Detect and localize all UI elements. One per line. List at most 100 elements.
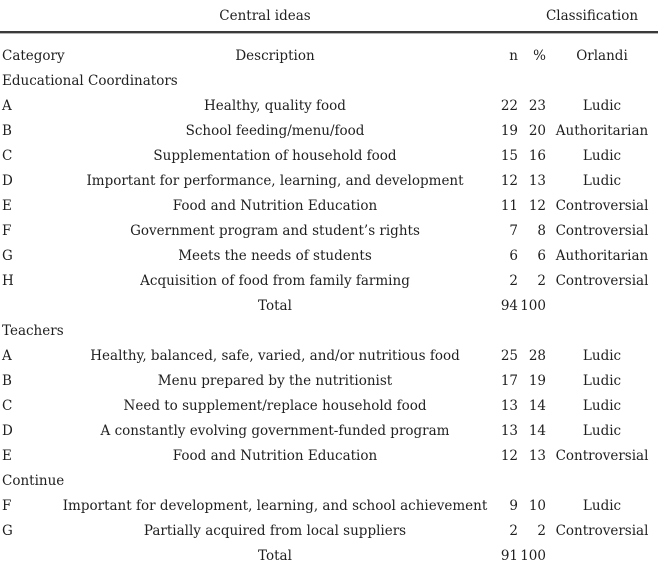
n-cell: 12 bbox=[500, 447, 518, 464]
percent-cell: 100 bbox=[520, 297, 546, 314]
table-row: H Acquisition of food from family farming… bbox=[0, 268, 658, 293]
category-cell: C bbox=[2, 397, 13, 414]
orlandi-cell: Ludic bbox=[582, 497, 622, 514]
table-row: G Meets the needs of students 6 6 Authoritar… bbox=[0, 243, 658, 268]
category-cell: C bbox=[2, 147, 13, 164]
column-header-row: Category Description n % Orlandi bbox=[0, 43, 658, 68]
percent-cell: 12 bbox=[528, 197, 546, 214]
category-cell: E bbox=[2, 447, 12, 464]
header-rule bbox=[0, 31, 658, 34]
table-top-header: Central ideas Classification bbox=[0, 0, 658, 31]
percent-cell: 2 bbox=[537, 522, 546, 539]
section-title: Continue bbox=[2, 472, 65, 489]
category-cell: B bbox=[2, 122, 12, 139]
percent-cell: 10 bbox=[528, 497, 546, 514]
category-cell: F bbox=[2, 497, 12, 514]
orlandi-cell: Controversial bbox=[555, 272, 649, 289]
section-row: Teachers bbox=[0, 318, 658, 343]
table-row: G Partially acquired from local suppliers… bbox=[0, 518, 658, 543]
percent-cell: 13 bbox=[528, 172, 546, 189]
description-cell: Total bbox=[258, 547, 292, 564]
section-row: Continue bbox=[0, 468, 658, 493]
orlandi-cell: Ludic bbox=[582, 397, 622, 414]
description-cell: Supplementation of household food bbox=[153, 147, 397, 164]
n-cell: 17 bbox=[500, 372, 518, 389]
category-cell: F bbox=[2, 222, 12, 239]
section-title: Educational Coordinators bbox=[2, 72, 178, 89]
description-cell: Healthy, quality food bbox=[204, 97, 346, 114]
n-cell: 12 bbox=[500, 172, 518, 189]
column-header-orlandi: Orlandi bbox=[576, 47, 628, 64]
percent-cell: 100 bbox=[520, 547, 546, 564]
n-cell: 9 bbox=[509, 497, 518, 514]
header-spacer bbox=[0, 34, 658, 43]
total-row: Total 91 100 bbox=[0, 543, 658, 568]
description-cell: A constantly evolving government-funded … bbox=[100, 422, 450, 439]
percent-cell: 19 bbox=[528, 372, 546, 389]
table-row: B Menu prepared by the nutritionist 17 19 Lu… bbox=[0, 368, 658, 393]
table-body: Educational Coordinators A Healthy, qualit… bbox=[0, 68, 658, 568]
n-cell: 11 bbox=[500, 197, 518, 214]
n-cell: 15 bbox=[500, 147, 518, 164]
n-cell: 6 bbox=[509, 247, 518, 264]
table-row: F Government program and student’s rights… bbox=[0, 218, 658, 243]
description-cell: Total bbox=[258, 297, 292, 314]
category-cell: G bbox=[2, 522, 13, 539]
table-row: E Food and Nutrition Education 12 13 Controv… bbox=[0, 443, 658, 468]
n-cell: 7 bbox=[509, 222, 518, 239]
n-cell: 2 bbox=[509, 522, 518, 539]
description-cell: Important for development, learning, and… bbox=[62, 497, 488, 514]
description-cell: Meets the needs of students bbox=[178, 247, 372, 264]
description-cell: Healthy, balanced, safe, varied, and/or … bbox=[90, 347, 460, 364]
percent-cell: 13 bbox=[528, 447, 546, 464]
percent-cell: 14 bbox=[528, 397, 546, 414]
table-row: D A constantly evolving government-funded… bbox=[0, 418, 658, 443]
orlandi-cell: Controversial bbox=[555, 522, 649, 539]
percent-cell: 16 bbox=[528, 147, 546, 164]
orlandi-cell: Ludic bbox=[582, 97, 622, 114]
total-row: Total 94 100 bbox=[0, 293, 658, 318]
n-cell: 13 bbox=[500, 422, 518, 439]
n-cell: 94 bbox=[500, 297, 518, 314]
category-cell: E bbox=[2, 197, 12, 214]
percent-cell: 20 bbox=[528, 122, 546, 139]
category-cell: B bbox=[2, 372, 12, 389]
column-header-n: n bbox=[509, 47, 518, 64]
section-title: Teachers bbox=[2, 322, 64, 339]
category-cell: D bbox=[2, 172, 13, 189]
orlandi-cell: Ludic bbox=[582, 147, 622, 164]
description-cell: Partially acquired from local suppliers bbox=[143, 522, 407, 539]
orlandi-cell: Controversial bbox=[555, 447, 649, 464]
column-header-percent: % bbox=[533, 47, 546, 64]
orlandi-cell: Ludic bbox=[582, 372, 622, 389]
section-row: Educational Coordinators bbox=[0, 68, 658, 93]
table-row: E Food and Nutrition Education 11 12 Controv… bbox=[0, 193, 658, 218]
orlandi-cell: Ludic bbox=[582, 422, 622, 439]
n-cell: 19 bbox=[500, 122, 518, 139]
description-cell: Need to supplement/replace household foo… bbox=[123, 397, 427, 414]
n-cell: 2 bbox=[509, 272, 518, 289]
table-row: C Supplementation of household food 15 16 Lu… bbox=[0, 143, 658, 168]
orlandi-cell: Controversial bbox=[555, 197, 649, 214]
category-cell: A bbox=[2, 347, 12, 364]
description-cell: Menu prepared by the nutritionist bbox=[157, 372, 393, 389]
table-row: B School feeding/menu/food 19 20 Authoritari… bbox=[0, 118, 658, 143]
category-cell: A bbox=[2, 97, 12, 114]
category-cell: D bbox=[2, 422, 13, 439]
description-cell: Food and Nutrition Education bbox=[172, 447, 378, 464]
orlandi-cell: Ludic bbox=[582, 347, 622, 364]
orlandi-cell: Ludic bbox=[582, 172, 622, 189]
percent-cell: 23 bbox=[528, 97, 546, 114]
table-row: C Need to supplement/replace household fo… bbox=[0, 393, 658, 418]
central-ideas-header: Central ideas bbox=[219, 7, 311, 24]
n-cell: 22 bbox=[500, 97, 518, 114]
percent-cell: 8 bbox=[537, 222, 546, 239]
category-cell: H bbox=[2, 272, 14, 289]
n-cell: 25 bbox=[500, 347, 518, 364]
percent-cell: 14 bbox=[528, 422, 546, 439]
orlandi-cell: Authoritarian bbox=[555, 122, 649, 139]
column-header-description: Description bbox=[235, 47, 315, 64]
n-cell: 91 bbox=[500, 547, 518, 564]
category-cell: G bbox=[2, 247, 13, 264]
